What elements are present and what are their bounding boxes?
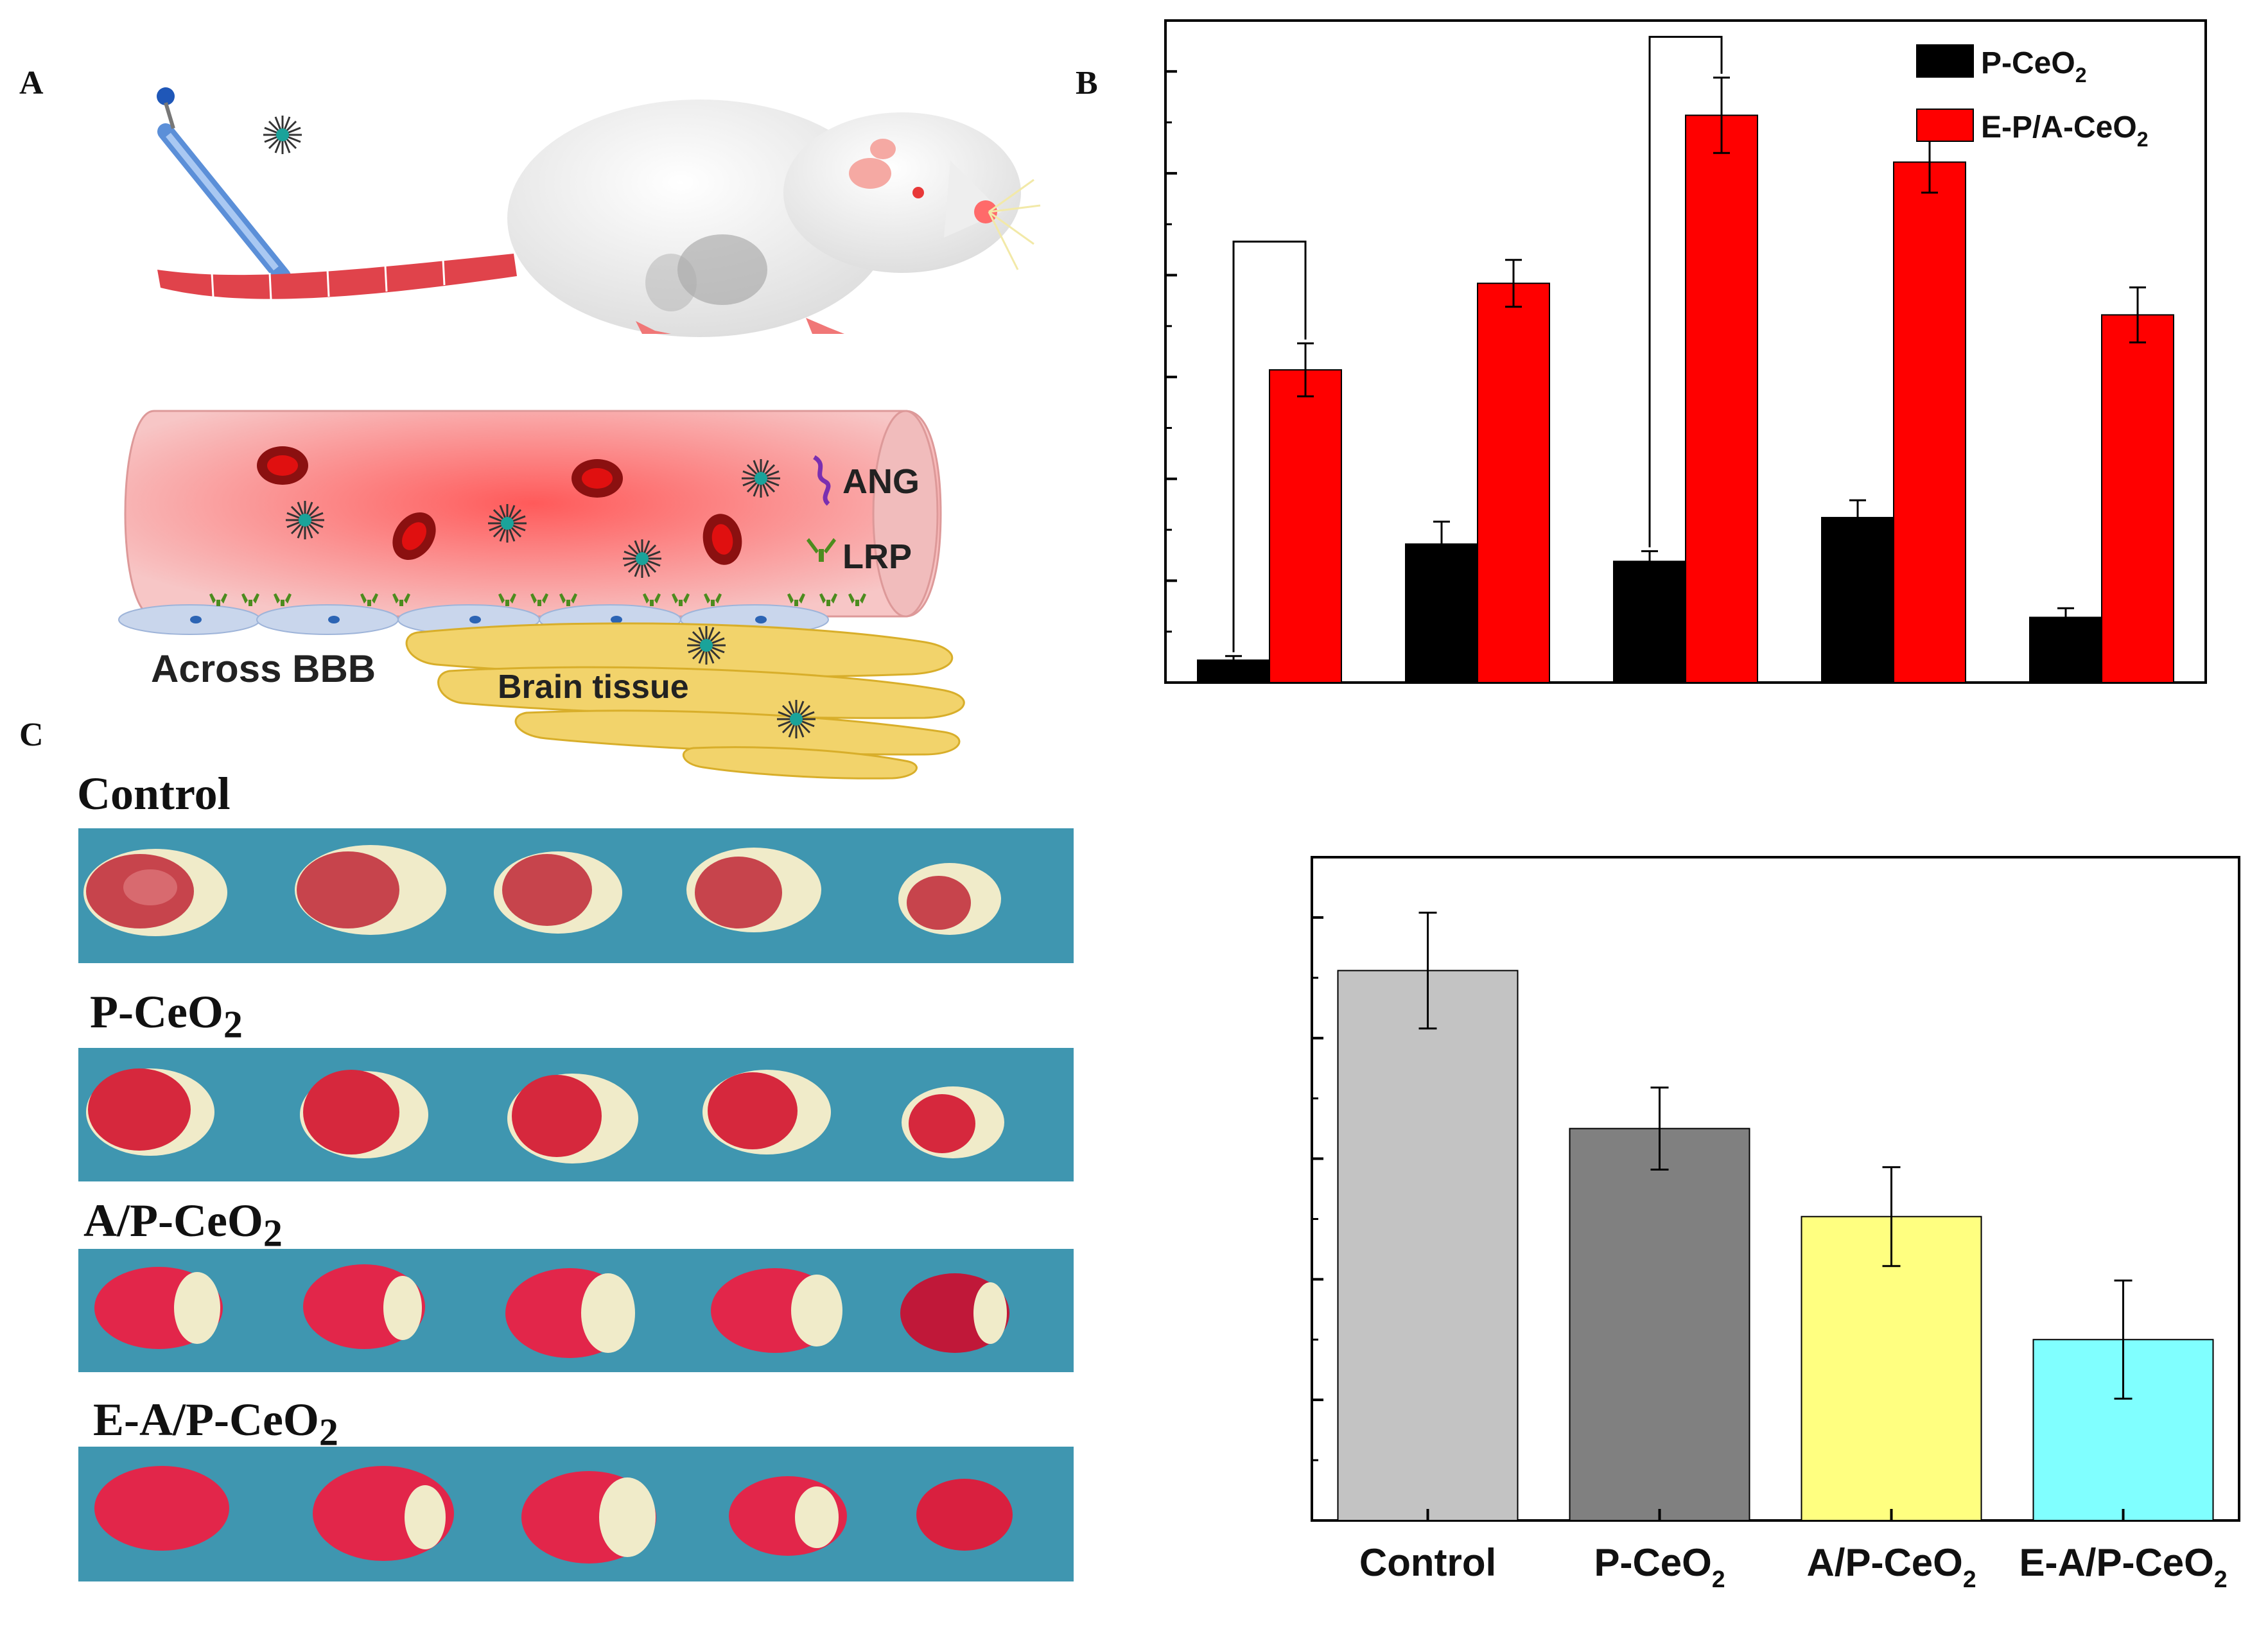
bar-e-p-a-ceo2: [2101, 314, 2174, 684]
group-label-p-ceo2: P-CeO2: [90, 986, 243, 1046]
brain-slice-image: [300, 1070, 428, 1158]
brain-slice-image: [94, 1466, 229, 1551]
ceria-uptake-chart: P-CeO2 E-P/A-CeO2: [1164, 19, 2207, 684]
brain-slices-p-ceo2: [78, 1048, 1074, 1181]
group-label-e-a-p-ceo2: E-A/P-CeO2: [93, 1394, 338, 1454]
bar-p-ceo2: [1821, 517, 1894, 683]
group-label-control: Control: [77, 768, 231, 819]
brain-slice-image: [702, 1070, 831, 1154]
brain-slice-image: [295, 845, 446, 935]
across-bbb-label: Across BBB: [151, 647, 376, 690]
brain-tissue-label: Brain tissue: [498, 668, 689, 706]
panel-label-a: A: [19, 65, 44, 101]
panel-a-schematic: ANG LRP Across BBB Brain tissue: [118, 87, 1041, 780]
brain-slice-image: [729, 1476, 847, 1556]
ang-icon: [812, 455, 831, 506]
brain-slice-image: [686, 848, 821, 932]
panel-label-b: B: [1076, 65, 1098, 101]
brain-slice-image: [83, 849, 227, 936]
nanoparticle-icon: [262, 114, 303, 155]
legend-label: E-P/A-CeO2: [1981, 110, 2149, 151]
lrp-icon: [807, 538, 836, 562]
infarct-volume-chart: Control P-CeO2 A/P-CeO2 E-A/P-CeO2: [1311, 856, 2240, 1592]
infarct-bar: [1801, 1215, 1982, 1521]
brain-slices-e-a-p-ceo2: [78, 1447, 1074, 1581]
brain-slice-image: [507, 1074, 638, 1163]
brain-slices-control: [78, 828, 1074, 963]
panel-label-c: C: [19, 717, 44, 753]
bar-e-p-a-ceo2: [1269, 369, 1342, 683]
infarct-bar: [1569, 1128, 1750, 1522]
brain-slice-image: [494, 851, 622, 934]
rat-illustration: [507, 100, 1041, 337]
legend-swatch: [1916, 44, 1974, 78]
bar-e-p-a-ceo2: [1685, 114, 1758, 683]
brain-slice-image: [898, 863, 1001, 935]
red-blood-cell: [257, 446, 308, 485]
nanoparticle-icon: [686, 625, 727, 666]
nanoparticle-icon: [284, 500, 326, 541]
significance-bracket: [1648, 35, 1723, 548]
bar-e-p-a-ceo2: [1477, 283, 1550, 683]
brain-slice-image: [313, 1466, 454, 1561]
x-tick-label: Control: [1359, 1541, 1496, 1584]
lrp-legend-label: LRP: [842, 537, 912, 576]
nanoparticle-icon: [776, 699, 817, 740]
brain-slices-a-p-ceo2: [78, 1249, 1074, 1372]
x-tick-label: A/P-CeO2: [1806, 1541, 1976, 1592]
brain-slice-image: [711, 1268, 842, 1353]
x-tick-label: P-CeO2: [1594, 1541, 1725, 1592]
legend-label: P-CeO2: [1981, 46, 2087, 87]
nanoparticle-icon: [740, 458, 781, 499]
ang-legend-label: ANG: [842, 462, 920, 501]
significance-bracket: [1232, 240, 1307, 652]
red-blood-cell: [571, 459, 623, 498]
blood-vessel: [124, 410, 942, 618]
bar-p-ceo2: [1613, 561, 1686, 683]
rat-tail: [157, 254, 517, 299]
syringe-icon: [157, 87, 295, 292]
brain-slice-image: [521, 1471, 656, 1564]
brain-slice-image: [86, 1068, 214, 1156]
brain-tissue: [405, 622, 965, 780]
brain-slice-image: [505, 1268, 635, 1358]
infarct-bar: [1337, 970, 1519, 1522]
nanoparticle-icon: [622, 538, 663, 579]
brain-slice-image: [94, 1267, 223, 1349]
brain-slice-image: [303, 1264, 425, 1349]
bar-e-p-a-ceo2: [1893, 161, 1966, 683]
brain-slice-image: [900, 1273, 1009, 1353]
x-tick-label: E-A/P-CeO2: [2019, 1541, 2227, 1592]
nanoparticle-icon: [487, 503, 528, 544]
brain-slice-image: [916, 1479, 1013, 1551]
plot-frame: [1311, 856, 2240, 1522]
brain-slice-image: [902, 1086, 1004, 1158]
group-label-a-p-ceo2: A/P-CeO2: [83, 1195, 283, 1255]
legend-swatch: [1916, 109, 1974, 142]
